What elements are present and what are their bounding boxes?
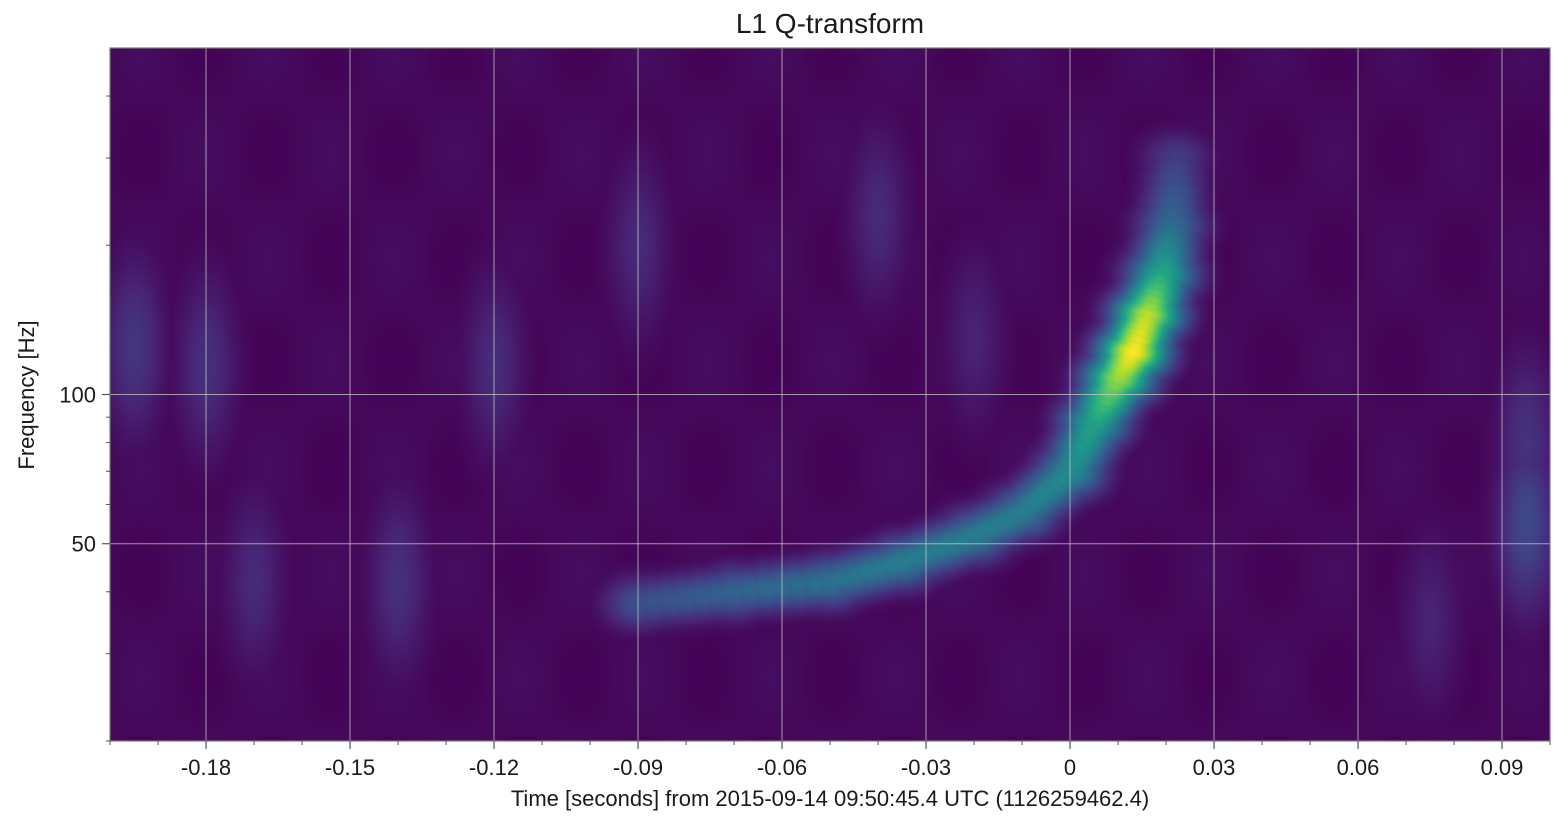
x-tick-label: -0.06 [757, 755, 807, 780]
x-tick-label: 0.09 [1481, 755, 1524, 780]
x-axis-label: Time [seconds] from 2015-09-14 09:50:45.… [510, 786, 1150, 811]
x-tick-label: -0.03 [901, 755, 951, 780]
y-tick-label: 50 [72, 532, 96, 557]
x-tick-label: 0 [1064, 755, 1076, 780]
chart-title: L1 Q-transform [735, 8, 925, 39]
y-tick-label: 100 [59, 383, 96, 408]
axes-ticks: -0.18 -0.15 -0.12 -0.09 -0.06 -0.03 0 0.03 0.06 0… [59, 95, 1551, 780]
x-tick-label: -0.15 [325, 755, 375, 780]
x-tick-label: -0.18 [181, 755, 231, 780]
x-tick-label: -0.12 [469, 755, 519, 780]
x-tick-label: 0.06 [1337, 755, 1380, 780]
x-tick-label: -0.09 [613, 755, 663, 780]
y-axis-label: Frequency [Hz] [14, 320, 39, 470]
x-tick-label: 0.03 [1193, 755, 1236, 780]
grid-lines [110, 48, 1550, 741]
